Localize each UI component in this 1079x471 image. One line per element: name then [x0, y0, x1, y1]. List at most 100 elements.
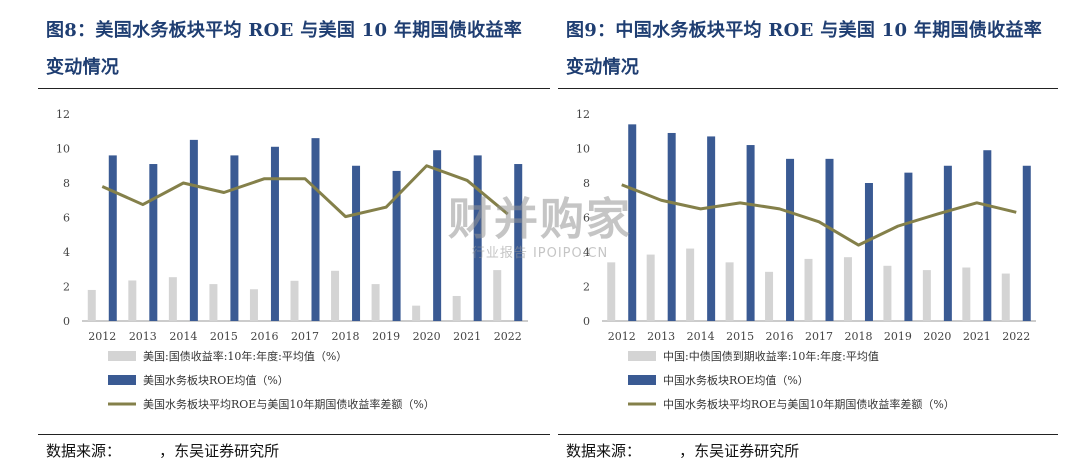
bar [922, 270, 931, 321]
y-tick-label: 8 [583, 177, 590, 190]
legend-swatch [108, 351, 136, 361]
y-tick-label: 12 [576, 108, 590, 121]
bar [189, 139, 198, 321]
y-tick-label: 10 [576, 143, 590, 156]
bar [707, 136, 716, 321]
x-tick-label: 2022 [494, 330, 522, 343]
bar [628, 124, 637, 321]
bar [864, 183, 873, 321]
x-tick-label: 2019 [372, 330, 400, 343]
y-tick-label: 0 [583, 315, 590, 328]
x-tick-label: 2015 [210, 330, 238, 343]
y-tick-label: 2 [63, 281, 70, 294]
x-tick-label: 2012 [608, 330, 636, 343]
bar [725, 262, 734, 321]
bar [825, 158, 834, 321]
y-tick-label: 6 [63, 212, 70, 225]
figure-title: 图9：中国水务板块平均 ROE 与美国 10 年期国债收益率变动情况 [566, 20, 1042, 78]
series-line [621, 183, 1017, 247]
x-tick-label: 2022 [1002, 330, 1030, 343]
legend-swatch [108, 375, 136, 385]
source-note: 数据来源： ，东吴证券研究所 [46, 442, 280, 460]
chart-cn-water-roe: 0 2 4 6 8 10 12 2012 2013 2014 2015 2016 2017 2018 201… [576, 108, 1036, 411]
chart-panel-left: 图8：美国水务板块平均 ROE 与美国 10 年期国债收益率变动情况 0 2 4 6 8… [38, 0, 550, 471]
x-tick-label: 2013 [647, 330, 675, 343]
legend-swatch [628, 375, 656, 385]
legend-label: 中国:中债国债到期收益率:10年:年度:平均值 [663, 349, 879, 363]
bar [962, 267, 971, 321]
x-tick-label: 2018 [844, 330, 872, 343]
y-tick-label: 4 [583, 246, 590, 259]
chart-us-water-roe: 0 2 4 6 8 10 12 2012 2013 2014 2015 2016 2017 2018 201… [56, 108, 528, 411]
bar [149, 164, 158, 321]
bar [883, 265, 892, 321]
bar [765, 271, 774, 321]
bar [311, 138, 320, 321]
x-tick-label: 2016 [250, 330, 278, 343]
y-tick-label: 2 [583, 281, 590, 294]
x-tick-label: 2021 [453, 330, 481, 343]
bar [128, 280, 137, 321]
bar [804, 258, 813, 321]
bar [607, 262, 616, 321]
series-line [101, 164, 509, 219]
bar [473, 155, 482, 321]
bar [514, 164, 523, 321]
bar [493, 270, 502, 321]
bar [746, 145, 755, 321]
bar [786, 158, 795, 321]
bottom-rule [38, 434, 550, 435]
y-tick-label: 8 [63, 177, 70, 190]
bar [249, 289, 258, 321]
figure-title: 图8：美国水务板块平均 ROE 与美国 10 年期国债收益率变动情况 [46, 20, 522, 78]
bar [87, 289, 96, 321]
bar [412, 305, 421, 321]
y-tick-label: 12 [56, 108, 70, 121]
source-note: 数据来源： ，东吴证券研究所 [566, 442, 800, 460]
legend-label: 美国:国债收益率:10年:年度:平均值（%） [143, 349, 347, 363]
bar [943, 165, 952, 321]
bar [686, 248, 695, 321]
legend-swatch [628, 351, 656, 361]
x-tick-label: 2020 [413, 330, 441, 343]
bar [1001, 273, 1010, 321]
chart-panel-right: 图9：中国水务板块平均 ROE 与美国 10 年期国债收益率变动情况 0 2 4 6 8… [558, 0, 1058, 471]
bar [230, 155, 239, 321]
x-tick-label: 2014 [687, 330, 715, 343]
x-tick-label: 2020 [923, 330, 951, 343]
bar [667, 132, 676, 321]
x-tick-label: 2021 [963, 330, 991, 343]
y-tick-label: 10 [56, 143, 70, 156]
bar [331, 270, 340, 321]
bar [843, 257, 852, 321]
bar [983, 150, 992, 321]
bar [433, 150, 442, 321]
bar [1022, 165, 1031, 321]
x-tick-label: 2019 [884, 330, 912, 343]
x-tick-label: 2014 [169, 330, 197, 343]
legend-label: 美国水务板块ROE均值（%） [143, 373, 289, 387]
x-tick-label: 2016 [766, 330, 794, 343]
legend-label: 中国水务板块平均ROE与美国10年期国债收益率差额（%） [663, 397, 955, 411]
y-tick-label: 4 [63, 246, 70, 259]
bar [352, 165, 361, 321]
bar [392, 170, 401, 321]
x-tick-label: 2013 [129, 330, 157, 343]
legend-label: 美国水务板块平均ROE与美国10年期国债收益率差额（%） [143, 397, 435, 411]
legend-label: 中国水务板块ROE均值（%） [663, 373, 809, 387]
x-tick-label: 2018 [332, 330, 360, 343]
bottom-rule [558, 434, 1058, 435]
bar [452, 295, 461, 321]
bar [108, 155, 117, 321]
bar [371, 284, 380, 321]
top-rule [38, 88, 550, 89]
y-tick-label: 0 [63, 315, 70, 328]
x-tick-label: 2017 [291, 330, 319, 343]
x-tick-label: 2017 [805, 330, 833, 343]
bar [646, 254, 655, 321]
bar [904, 172, 913, 321]
bar [270, 146, 279, 321]
x-tick-label: 2015 [726, 330, 754, 343]
bar [290, 280, 299, 321]
x-tick-label: 2012 [88, 330, 116, 343]
